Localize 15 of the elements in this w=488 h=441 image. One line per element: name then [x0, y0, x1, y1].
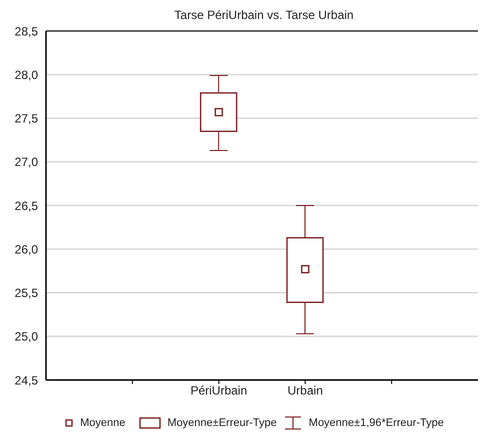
y-tick-label: 24,5 [14, 373, 38, 388]
text: Moyenne±Erreur-Type [167, 417, 277, 429]
chart-title: Tarse PériUrbain vs. Tarse Urbain [173, 8, 355, 24]
x-tick-label: Urbain [288, 384, 323, 398]
y-tick-label: 27,0 [14, 155, 38, 170]
y-tick-label: 25,0 [14, 330, 38, 344]
y-tick-label: 28,5 [14, 24, 38, 38]
y-tick-label: 28,0 [14, 68, 38, 82]
text: Moyenne±1,96*Erreur-Type [308, 417, 444, 429]
x-tick-label: PériUrbain [190, 384, 248, 398]
y-tick-label: 25,5 [14, 286, 38, 300]
y-tick-label: 26,5 [14, 198, 38, 213]
y-tick-label: 26,0 [14, 242, 38, 256]
text: Moyenne [80, 417, 126, 429]
y-tick-label: 27,5 [14, 112, 38, 126]
